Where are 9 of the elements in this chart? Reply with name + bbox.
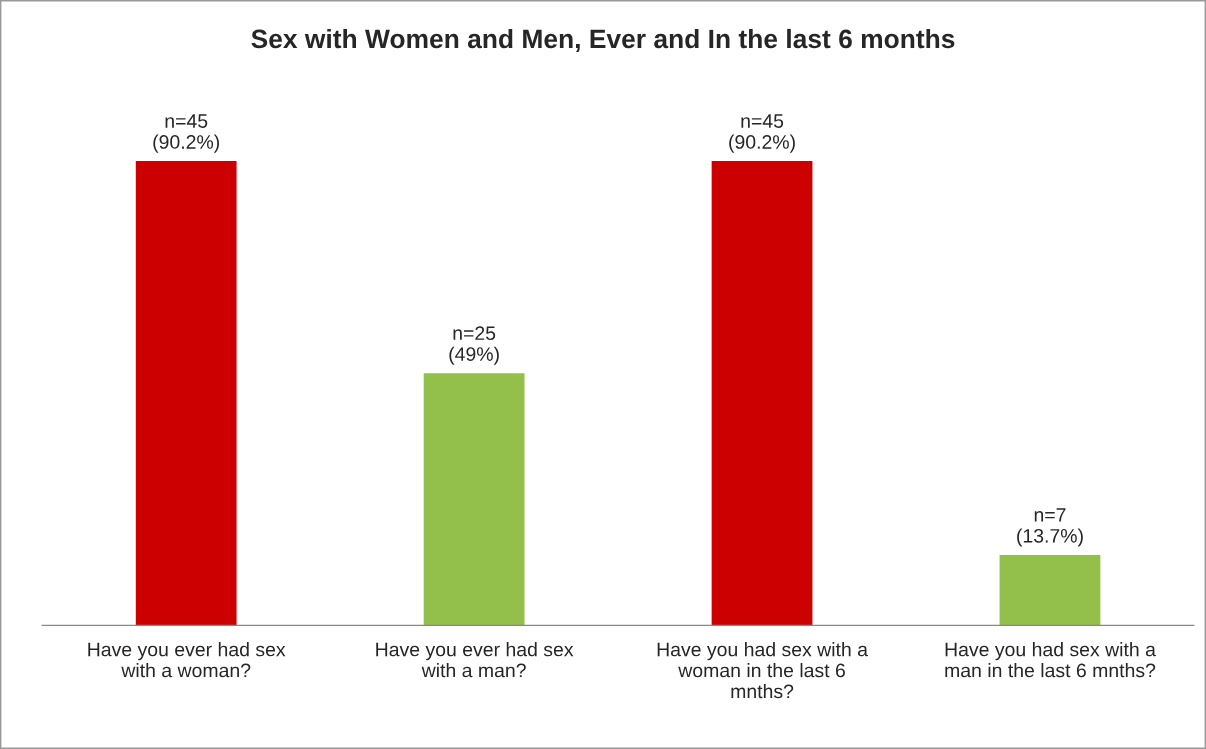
- data-label: n=7 (13.7%): [1017, 508, 1083, 547]
- x-tick-label: Have you had sex with a woman in the last 6 mnths?: [657, 642, 868, 699]
- x-tick-label: Have you had sex with a man in the last 6 mnths?: [945, 642, 1156, 678]
- chart-title: Sex with Women and Men, Ever and In the last 6 months: [251, 28, 955, 53]
- x-tick-label: Have you ever had sex with a man?: [376, 642, 574, 678]
- x-tick-label: Have you ever had sex with a woman?: [88, 642, 286, 678]
- data-label: n=45 (90.2%): [729, 114, 795, 153]
- data-label: n=25 (49%): [449, 326, 499, 365]
- data-label: n=45 (90.2%): [153, 114, 220, 153]
